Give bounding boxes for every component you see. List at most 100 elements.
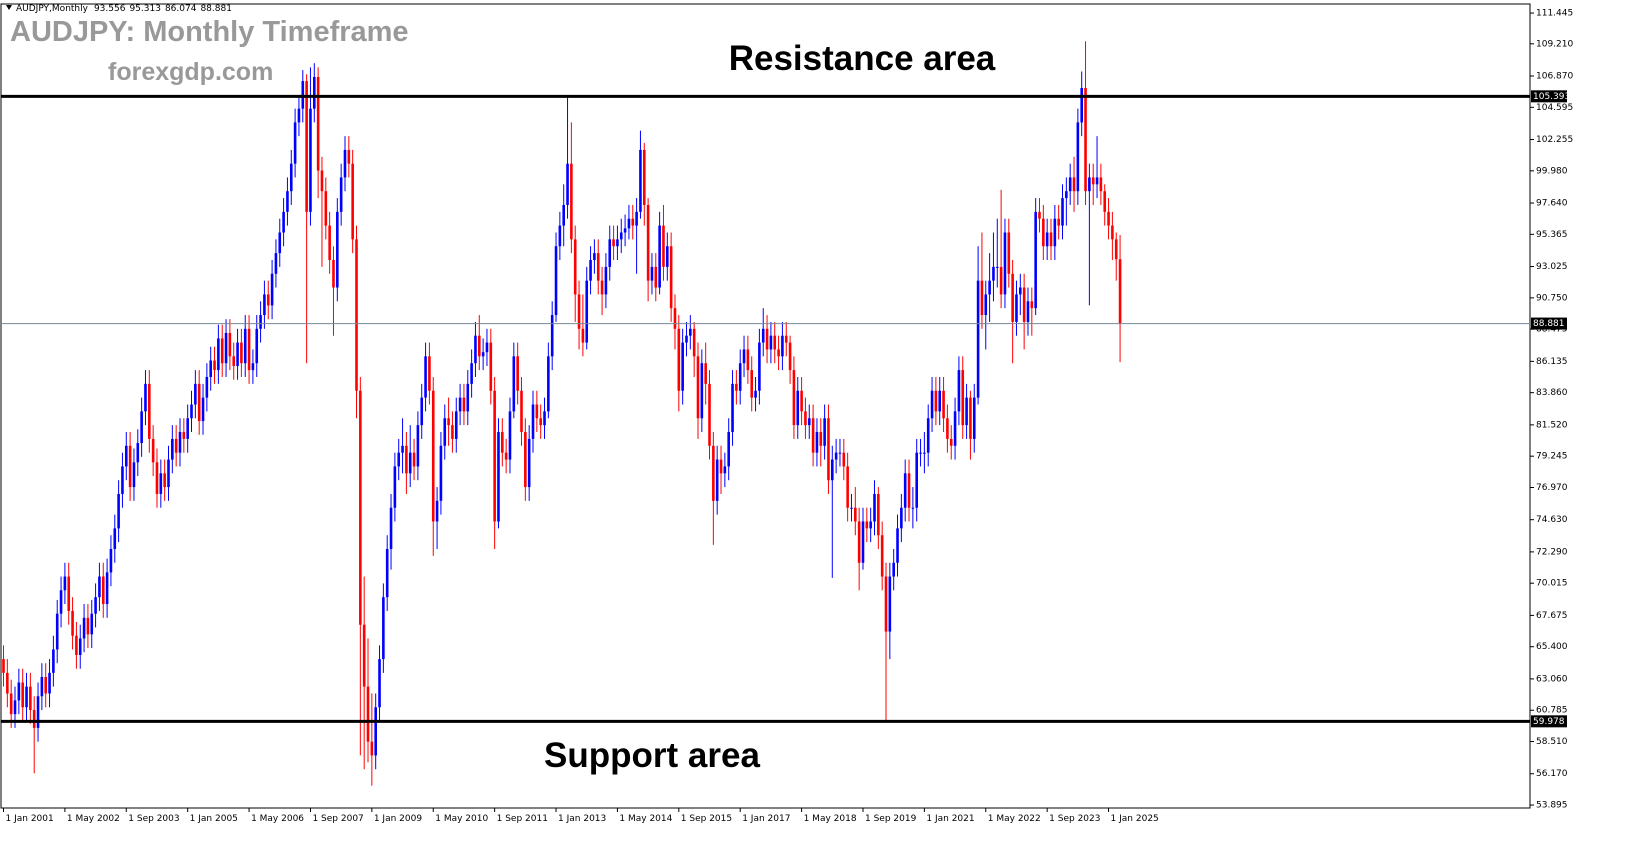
- candle-body: [953, 411, 957, 446]
- candle-body: [685, 335, 688, 343]
- candle-body: [761, 328, 765, 343]
- candle-body: [834, 452, 838, 460]
- candle-body: [788, 342, 792, 371]
- candle-body: [397, 452, 401, 467]
- candle-body: [117, 493, 120, 529]
- candle-body: [282, 211, 285, 233]
- candle-body: [297, 108, 301, 123]
- candle-body: [462, 397, 466, 412]
- candle-body: [976, 280, 980, 398]
- candle-body: [823, 418, 826, 446]
- candle-body: [999, 266, 1003, 295]
- x-tick-label: 1 May 2002: [67, 814, 120, 824]
- candle-body: [209, 360, 212, 377]
- last-price-box: [1531, 317, 1567, 330]
- x-tick-label: 1 Sep 2015: [681, 814, 732, 824]
- candle-body: [861, 521, 865, 563]
- candle-body: [712, 445, 715, 501]
- candle-body: [543, 411, 546, 426]
- candle-body: [681, 342, 684, 391]
- candle-body: [343, 149, 347, 178]
- candle-body: [1118, 259, 1122, 324]
- candle-body: [190, 404, 193, 419]
- candle-body: [1091, 177, 1095, 185]
- candle-body: [524, 432, 527, 488]
- candle-body: [1049, 232, 1053, 247]
- candle-body: [29, 686, 32, 711]
- candle-body: [854, 507, 857, 522]
- candle-body: [385, 549, 389, 598]
- candle-body: [220, 338, 224, 364]
- candle-body: [627, 218, 631, 229]
- candle-body: [309, 108, 312, 212]
- candle-body: [454, 411, 458, 439]
- candle-body: [136, 443, 140, 463]
- y-tick-label: 97.640: [1536, 199, 1568, 209]
- candle-body: [1076, 122, 1080, 192]
- x-tick-label: 1 Sep 2007: [312, 814, 363, 824]
- candle-body: [416, 425, 420, 467]
- candle-body: [477, 335, 481, 357]
- candle-body: [32, 710, 36, 728]
- candle-body: [140, 411, 143, 444]
- candle-body: [765, 328, 769, 350]
- candle-body: [121, 466, 124, 494]
- x-tick-label: 1 May 2018: [804, 814, 857, 824]
- candle-body: [1099, 177, 1103, 192]
- candle-body: [827, 418, 830, 481]
- candle-body: [846, 466, 849, 508]
- candle-body: [328, 225, 331, 261]
- candle-body: [40, 676, 44, 697]
- candle-body: [900, 507, 903, 529]
- header-close: 88.881: [200, 4, 232, 14]
- x-tick-label: 1 Jan 2009: [374, 814, 422, 824]
- candle-body: [593, 253, 596, 261]
- candle-body: [163, 473, 166, 488]
- candle-body: [689, 328, 692, 336]
- candle-body: [581, 328, 585, 343]
- y-tick-label: 56.170: [1536, 769, 1568, 779]
- candle-body: [642, 149, 646, 205]
- y-tick-label: 53.895: [1536, 801, 1568, 811]
- candle-body: [650, 266, 654, 281]
- last-price-label: 88.881: [1533, 319, 1565, 329]
- candle-body: [6, 672, 9, 694]
- x-tick-label: 1 Jan 2025: [1111, 814, 1159, 824]
- candle-body: [224, 332, 228, 364]
- candle-body: [508, 411, 512, 460]
- y-tick-label: 65.400: [1536, 642, 1568, 652]
- candle-body: [715, 459, 719, 501]
- candle-body: [366, 686, 370, 742]
- candle-body: [838, 452, 842, 454]
- candle-body: [36, 696, 40, 728]
- y-tick-label: 99.980: [1536, 166, 1568, 176]
- candle-body: [167, 459, 170, 488]
- candle-body: [336, 211, 339, 288]
- candle-body: [550, 315, 554, 357]
- candle-body: [339, 177, 343, 212]
- candle-body: [289, 163, 293, 192]
- y-tick-label: 81.520: [1536, 420, 1568, 430]
- candle-body: [573, 239, 577, 295]
- candle-body: [969, 397, 972, 439]
- candle-body: [527, 438, 531, 488]
- candle-body: [431, 390, 435, 522]
- candle-body: [869, 521, 872, 529]
- candle-body: [351, 163, 354, 240]
- candle-body: [1015, 294, 1018, 322]
- y-tick-label: 83.860: [1536, 388, 1568, 398]
- candle-body: [9, 693, 13, 715]
- candle-body: [619, 232, 623, 240]
- candle-body: [1103, 191, 1107, 212]
- candle-body: [1022, 287, 1026, 322]
- candle-body: [251, 363, 255, 371]
- y-tick-label: 70.015: [1536, 579, 1568, 589]
- candle-body: [424, 356, 427, 398]
- candle-body: [608, 239, 612, 267]
- candle-body: [804, 411, 807, 426]
- candle-body: [562, 204, 566, 226]
- y-tick-label: 111.445: [1536, 9, 1573, 19]
- candle-body: [807, 418, 811, 426]
- candle-body: [312, 76, 316, 109]
- candle-body: [362, 624, 366, 687]
